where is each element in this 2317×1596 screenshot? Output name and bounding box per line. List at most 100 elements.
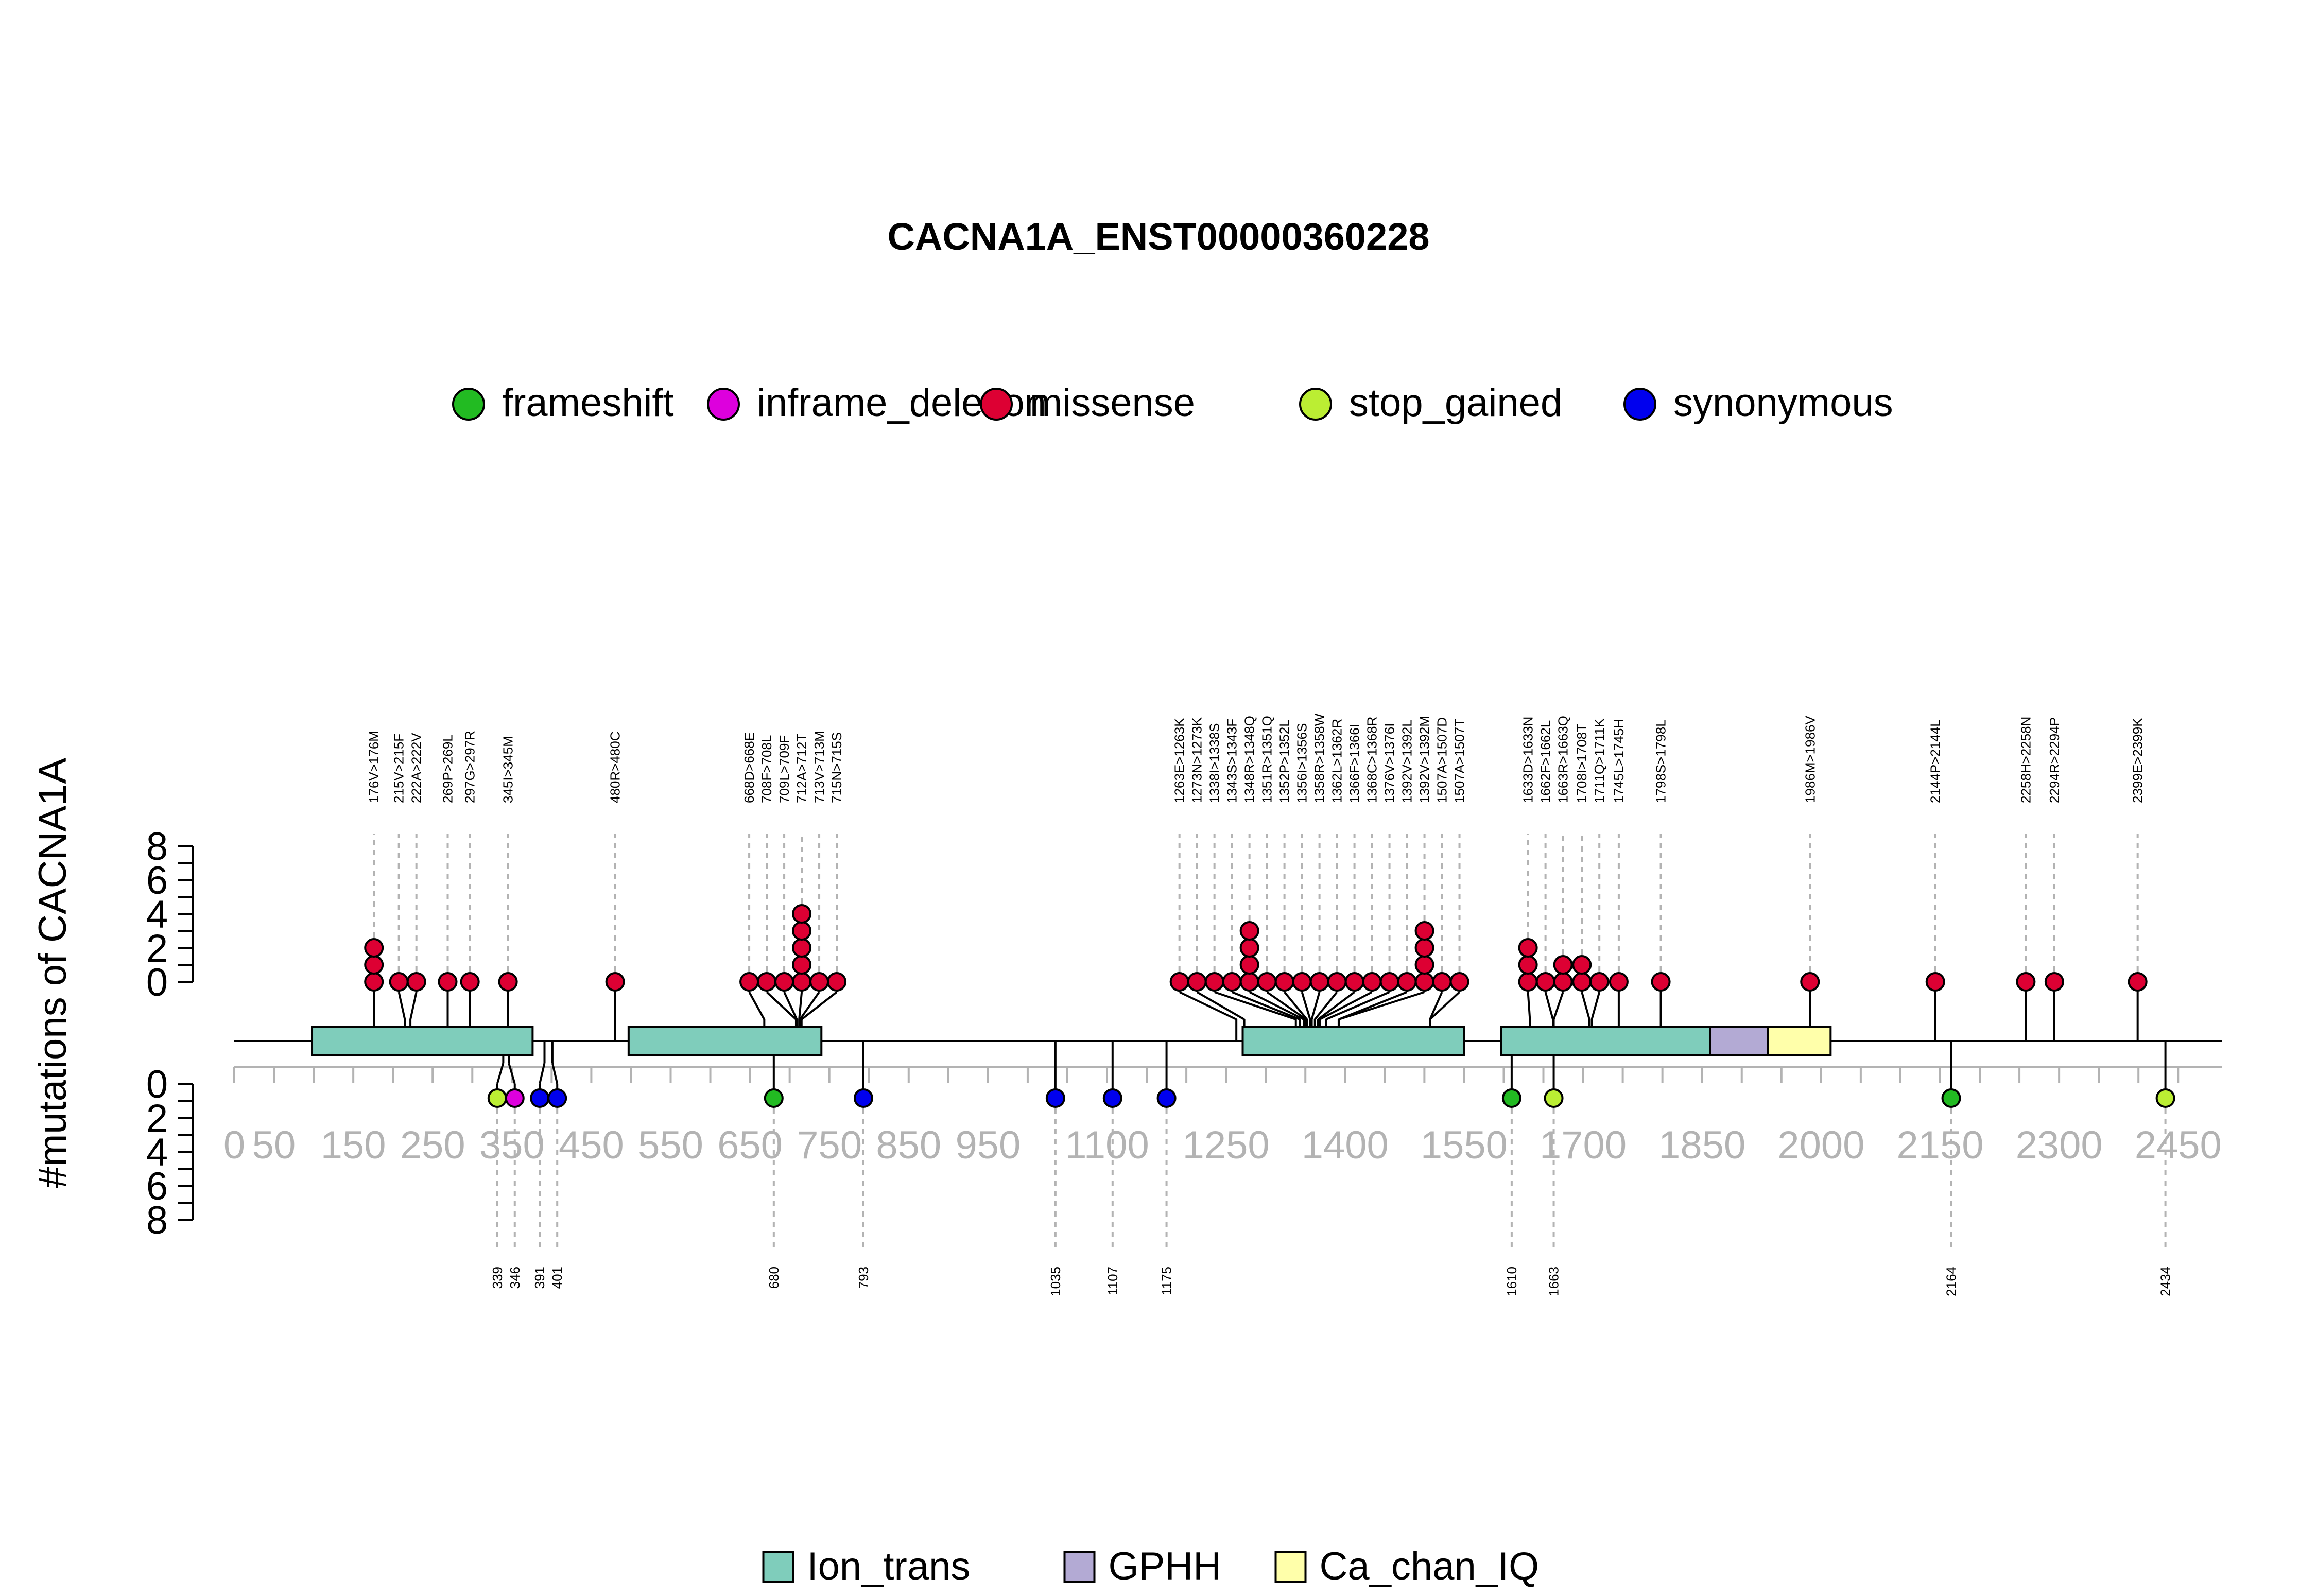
domain-Ion_trans <box>1500 1026 1711 1056</box>
mutation-point-missense <box>1187 972 1207 992</box>
mutation-point-missense <box>774 972 794 992</box>
mutation-label-top: 345I>345M <box>500 736 516 803</box>
mutation-label-top: 222A>222V <box>409 733 424 803</box>
stem-top-bend <box>1249 991 1305 1020</box>
y-tick-label-bottom: 8 <box>146 1199 168 1242</box>
mutation-point-missense <box>1432 972 1452 992</box>
mutation-point-inframe_deletion <box>505 1088 525 1108</box>
mutation-point-missense <box>1414 955 1434 975</box>
mutation-point-synonymous <box>853 1088 873 1108</box>
mutation-point-missense <box>792 955 812 975</box>
stem-top-bend <box>1527 992 1531 1020</box>
mutation-label-top: 1633D>1633N <box>1520 717 1536 803</box>
mutation-point-missense <box>2044 972 2064 992</box>
mutation-label-top: 480R>480C <box>608 732 623 804</box>
x-tick-label: 750 <box>797 1123 862 1167</box>
mutation-point-missense <box>1344 972 1364 992</box>
mutation-point-missense <box>1379 972 1399 992</box>
domain-legend: Ion_trans GPHH Ca_chan_IQ <box>762 1545 1539 1588</box>
mutation-point-missense <box>389 972 409 992</box>
mutation-point-missense <box>1239 921 1259 941</box>
mutation-point-missense <box>1518 938 1538 958</box>
mutation-point-synonymous <box>1156 1088 1177 1108</box>
mutation-point-missense <box>438 972 458 992</box>
mutation-label-top: 715N>715S <box>829 732 844 803</box>
stem-top-bend <box>1429 991 1460 1020</box>
stem-top-bend <box>1338 991 1425 1020</box>
legend-marker-synonymous <box>1623 388 1656 421</box>
stem-top-bend <box>798 992 803 1020</box>
mutation-point-missense <box>1609 972 1629 992</box>
mutation-point-missense <box>1169 972 1189 992</box>
mutation-point-missense <box>1449 972 1469 992</box>
mutation-label-top: 2144P>2144L <box>1928 719 1943 803</box>
stem-top-bend <box>1581 992 1590 1020</box>
x-tick-label: 0 <box>223 1123 245 1167</box>
mutation-point-missense <box>1397 972 1417 992</box>
stem-top-bend <box>1266 991 1307 1020</box>
stem-top-bend <box>1429 992 1443 1020</box>
mutation-label-bottom: 2164 <box>1944 1267 1959 1296</box>
mutation-point-missense <box>1362 972 1382 992</box>
stem-top-bend <box>1552 992 1564 1020</box>
mutation-label-top: 1366F>1366I <box>1347 724 1362 803</box>
mutation-point-stop_gained <box>1544 1088 1564 1108</box>
mutation-label-bottom: 1610 <box>1504 1267 1519 1296</box>
mutation-label-top: 1263E>1263K <box>1172 718 1187 803</box>
chart-title: CACNA1A_ENST00000360228 <box>887 215 1429 258</box>
mutation-label-top: 1358R>1358W <box>1312 713 1327 803</box>
legend-marker-inframe_deletion <box>707 388 740 421</box>
x-tick-label: 650 <box>717 1123 783 1167</box>
mutation-point-missense <box>460 972 480 992</box>
mutation-label-top: 1273N>1273K <box>1189 717 1205 803</box>
stem-top-bend <box>799 991 820 1020</box>
mutation-label-top: 708F>708L <box>759 735 774 803</box>
mutation-label-top: 2399E>2399K <box>2130 718 2146 803</box>
stem-top-bend <box>1544 992 1554 1020</box>
mutation-point-missense <box>1274 972 1294 992</box>
domain-legend-label-Ion_trans: Ion_trans <box>807 1545 971 1588</box>
mutation-label-top: 215V>215F <box>391 734 407 803</box>
guide-lines <box>373 834 2167 1251</box>
y-tick-label-bottom: 0 <box>146 1063 168 1106</box>
mutation-point-missense <box>605 972 625 992</box>
x-tick-label: 2300 <box>2016 1123 2103 1167</box>
mutation-label-top: 1376V>1376I <box>1382 723 1397 803</box>
mutation-label-top: 1352P>1352L <box>1277 719 1292 803</box>
stem-top-bend <box>1310 992 1321 1020</box>
legend-marker-missense <box>980 388 1013 421</box>
stem-bottom-bend <box>508 1063 516 1084</box>
mutation-point-missense <box>1309 972 1329 992</box>
mutation-point-synonymous <box>530 1088 550 1108</box>
x-tick-label: 2150 <box>1896 1123 1983 1167</box>
domain-legend-swatch-Ca_chan_IQ <box>1274 1551 1307 1583</box>
mutation-label-top: 1368C>1368R <box>1364 717 1380 803</box>
x-tick-label: 850 <box>876 1123 941 1167</box>
legend-label-frameshift: frameshift <box>502 381 674 425</box>
mutation-point-missense <box>364 938 384 958</box>
domain-GPHH <box>1709 1026 1769 1056</box>
mutation-point-missense <box>1925 972 1945 992</box>
mutation-point-missense <box>1239 938 1259 958</box>
domain-legend-swatch-Ion_trans <box>762 1551 794 1583</box>
stem-top-bend <box>1284 991 1308 1020</box>
y-axis-label: #mutations of CACNA1A <box>31 758 75 1189</box>
mutation-label-bottom: 391 <box>532 1267 547 1289</box>
stem-top-bend <box>1319 991 1373 1020</box>
mutation-point-synonymous <box>547 1088 567 1108</box>
x-tick-label: 2000 <box>1777 1123 1864 1167</box>
y-tick-label-bottom: 6 <box>146 1165 168 1208</box>
mutation-label-top: 1362L>1362R <box>1329 719 1345 803</box>
x-tick-label: 1850 <box>1658 1123 1745 1167</box>
mutation-label-top: 269P>269L <box>440 734 456 803</box>
mutation-label-top: 2294R>2294P <box>2047 717 2062 803</box>
mutation-point-missense <box>1800 972 1820 992</box>
mutation-label-bottom: 401 <box>549 1267 565 1289</box>
mutation-label-top: 1356I>1356S <box>1294 723 1310 803</box>
stem-top-bend <box>1301 992 1311 1020</box>
y-tick-label-bottom: 2 <box>146 1097 168 1140</box>
stem-top-bend <box>1179 991 1237 1020</box>
legend-label-missense: missense <box>1030 381 1195 425</box>
mutation-label-top: 1348R>1348Q <box>1242 716 1257 803</box>
mutation-point-missense <box>1327 972 1347 992</box>
